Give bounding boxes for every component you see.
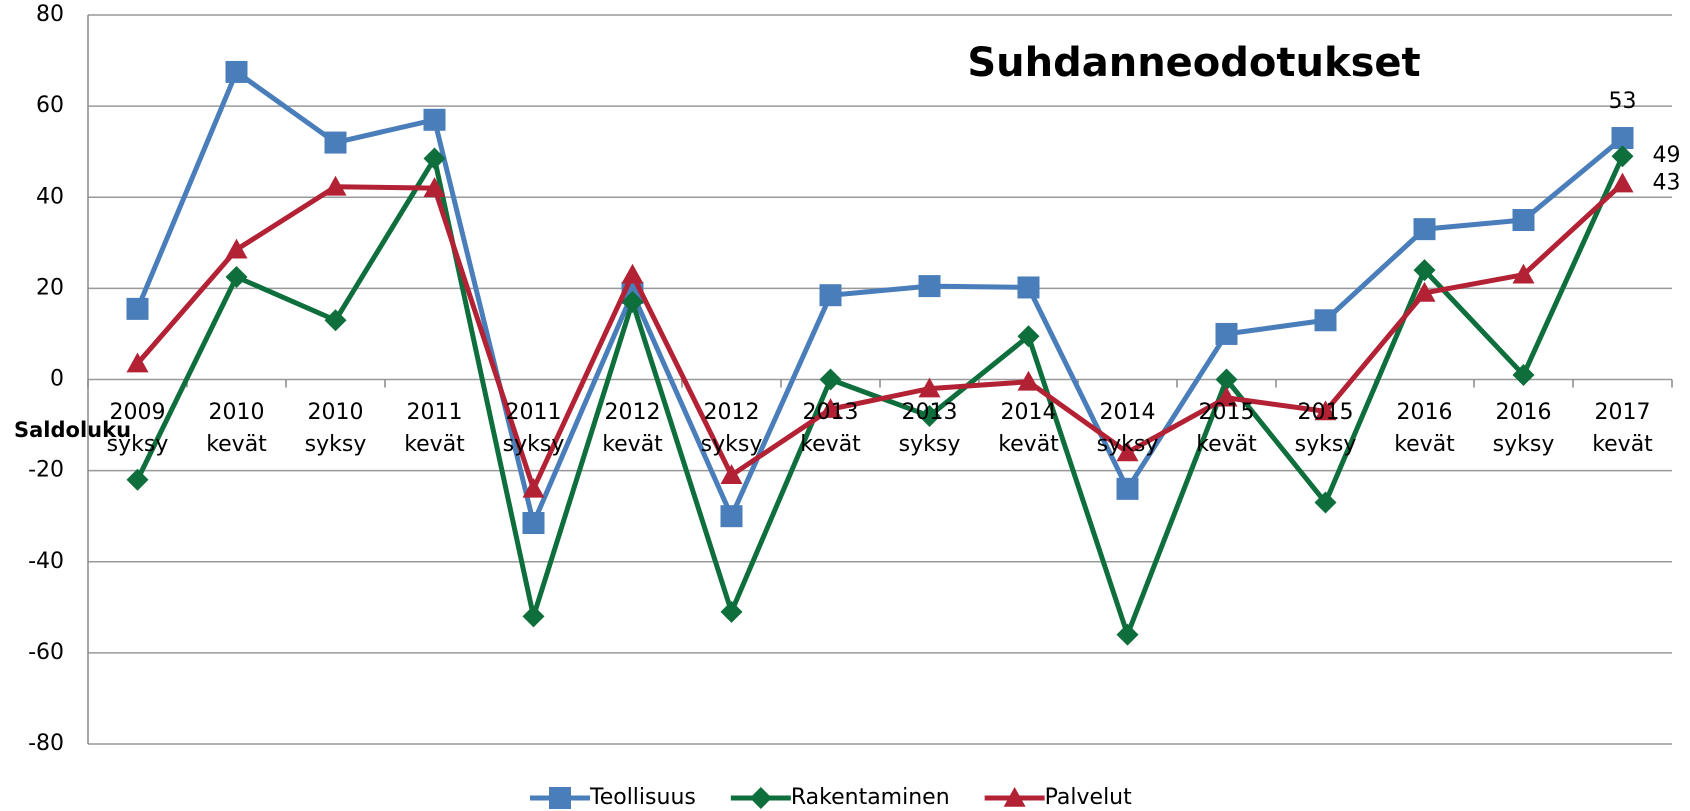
point	[1215, 322, 1238, 345]
point	[1017, 276, 1040, 299]
legend-marker	[749, 787, 772, 809]
y-tick-label: 20	[36, 275, 64, 300]
point	[126, 352, 149, 373]
point	[1215, 368, 1238, 391]
x-tick-label: 2015 syksy	[1294, 399, 1357, 457]
point	[423, 147, 446, 170]
x-tick-label: 2013 kevät	[800, 399, 861, 457]
point	[1512, 209, 1535, 232]
point	[720, 464, 743, 484]
data-label: 53	[1609, 89, 1637, 114]
point	[819, 284, 842, 307]
point	[621, 263, 644, 284]
x-tick-label: 2014 syksy	[1096, 399, 1159, 457]
point	[720, 600, 743, 623]
legend-marker	[549, 787, 571, 809]
legend-label: Palvelut	[1045, 785, 1132, 810]
point	[621, 291, 644, 314]
point	[819, 398, 842, 418]
point	[1413, 218, 1436, 241]
point	[1512, 263, 1535, 284]
point	[1413, 259, 1436, 282]
x-tick-label: 2016 kevät	[1394, 399, 1455, 457]
data-label: 49	[1653, 143, 1681, 168]
point	[225, 265, 248, 288]
point	[819, 368, 842, 391]
x-tick-label: 2015 kevät	[1196, 399, 1257, 457]
point	[1215, 386, 1238, 407]
x-tick-label: 2011 kevät	[404, 399, 465, 457]
point	[918, 275, 941, 298]
point	[225, 238, 248, 259]
point	[126, 468, 149, 491]
y-tick-label: 60	[36, 93, 64, 118]
point	[1314, 491, 1337, 514]
legend-label: Rakentaminen	[791, 785, 950, 810]
point	[324, 309, 347, 332]
y-tick-label: 40	[36, 184, 64, 209]
point	[1116, 623, 1139, 646]
point	[720, 505, 743, 528]
x-tick-label: 2011 syksy	[502, 399, 565, 457]
y-tick-label: 0	[50, 367, 64, 392]
y-tick-label: -40	[28, 549, 64, 574]
y-tick-label: -20	[28, 458, 64, 483]
point	[225, 60, 248, 83]
point	[1314, 400, 1337, 421]
x-tick-label: 2012 syksy	[700, 399, 763, 457]
point	[918, 377, 941, 398]
point	[522, 605, 545, 628]
point	[522, 477, 545, 498]
x-tick-label: 2012 kevät	[602, 399, 663, 457]
point	[1017, 370, 1040, 391]
x-tick-label: 2017 kevät	[1592, 399, 1653, 457]
x-tick-label: 2016 syksy	[1492, 399, 1555, 457]
y-tick-label: -60	[28, 640, 64, 665]
point	[918, 404, 941, 427]
y-tick-label: -80	[28, 731, 64, 756]
point	[324, 131, 347, 154]
point	[1611, 172, 1634, 193]
point	[423, 177, 446, 197]
legend-marker	[1003, 787, 1026, 807]
point	[1413, 281, 1436, 302]
point	[1611, 145, 1634, 168]
point	[1116, 441, 1139, 462]
point	[1611, 127, 1634, 150]
x-tick-label: 2009 syksy	[106, 399, 169, 457]
point	[126, 297, 149, 320]
point	[1314, 309, 1337, 332]
point	[1116, 477, 1139, 500]
series-line	[135, 181, 1625, 492]
x-tick-label: 2014 kevät	[998, 399, 1059, 457]
y-axis-label: Saldoluku	[14, 418, 131, 442]
point	[423, 108, 446, 131]
point	[1017, 325, 1040, 348]
series-line	[135, 69, 1625, 526]
data-label: 43	[1653, 171, 1681, 196]
chart-title: Suhdanneodotukset	[967, 40, 1420, 86]
point	[522, 512, 545, 535]
point	[1512, 363, 1535, 386]
y-tick-label: 80	[36, 2, 64, 27]
legend-label: Teollisuus	[589, 785, 696, 810]
x-tick-label: 2010 syksy	[304, 399, 367, 457]
x-tick-label: 2010 kevät	[206, 399, 267, 457]
point	[324, 175, 347, 196]
series-line	[135, 155, 1625, 638]
x-tick-label: 2013 syksy	[898, 399, 961, 457]
